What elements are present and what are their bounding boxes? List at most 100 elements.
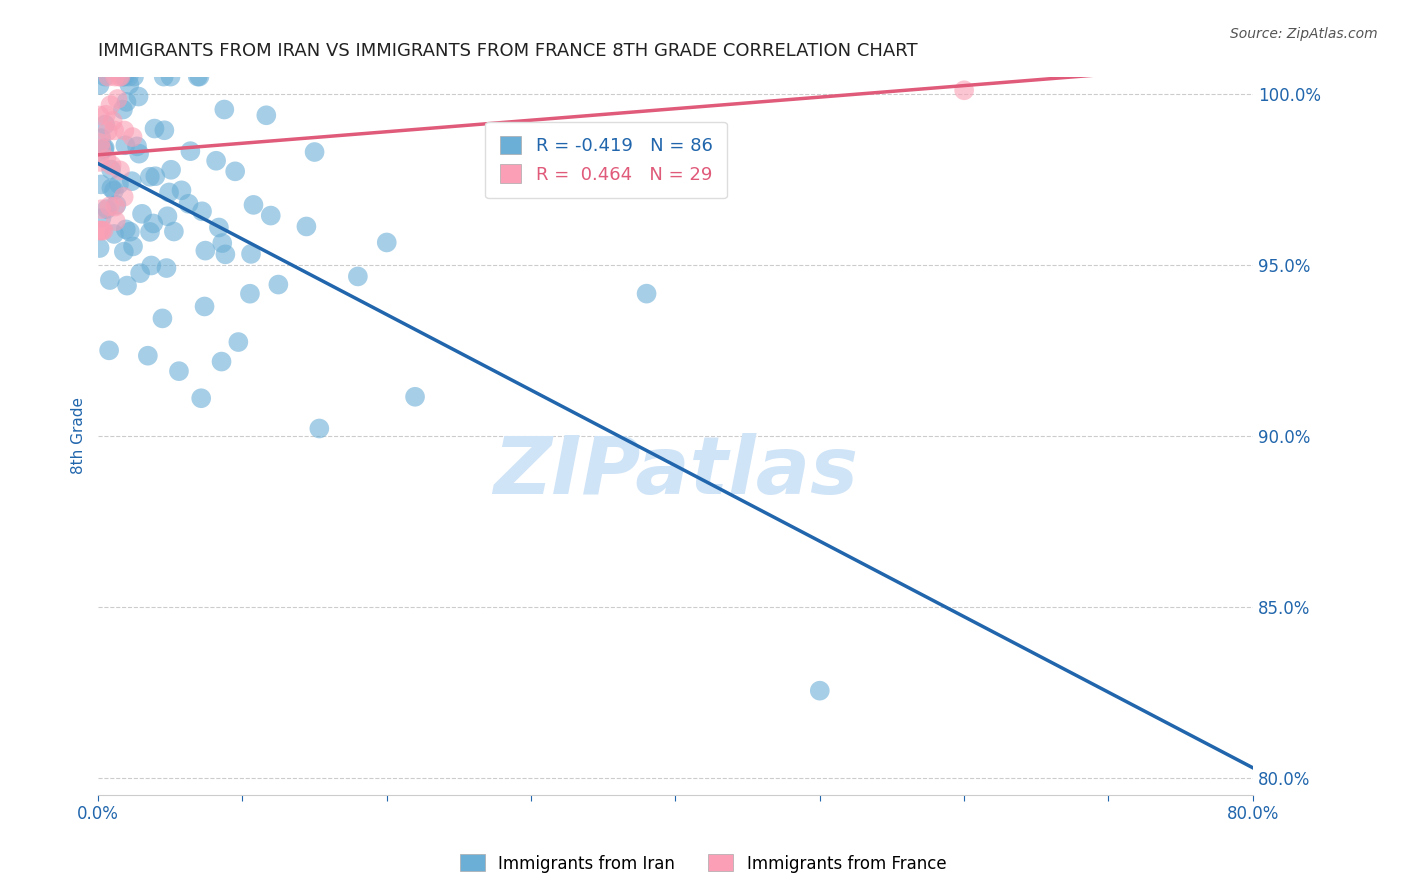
Point [112, 123, 135, 137]
Point [103, 123, 125, 137]
Point [118, 225, 141, 239]
Point [187, 70, 209, 84]
Point [242, 198, 264, 212]
Point [93, 141, 115, 155]
Point [101, 114, 124, 128]
Point [404, 390, 426, 404]
Point [93, 142, 115, 156]
Point [90, 223, 112, 237]
Point [808, 683, 831, 698]
Point [103, 184, 125, 198]
Point [188, 70, 211, 84]
Point [100, 162, 122, 177]
Point [94, 118, 117, 132]
Point [100, 98, 122, 112]
Point [93, 223, 115, 237]
Point [97, 70, 120, 84]
Legend: R = -0.419   N = 86, R =  0.464   N = 29: R = -0.419 N = 86, R = 0.464 N = 29 [485, 121, 727, 198]
Point [156, 209, 179, 223]
Point [90, 131, 112, 145]
Text: Source: ZipAtlas.com: Source: ZipAtlas.com [1230, 27, 1378, 41]
Point [131, 207, 153, 221]
Point [90, 178, 112, 192]
Point [208, 220, 231, 235]
Point [90, 223, 112, 237]
Point [228, 334, 250, 349]
Point [108, 70, 131, 84]
Point [179, 144, 201, 158]
Point [121, 130, 143, 145]
Point [239, 286, 262, 301]
Y-axis label: 8th Grade: 8th Grade [72, 397, 86, 475]
Point [375, 235, 398, 250]
Text: ZIPatlas: ZIPatlas [494, 433, 858, 511]
Point [170, 183, 193, 197]
Point [157, 186, 180, 200]
Point [308, 421, 330, 435]
Point [240, 247, 263, 261]
Point [214, 103, 236, 117]
Point [153, 123, 176, 137]
Point [122, 239, 145, 253]
Point [118, 78, 141, 92]
Point [193, 300, 215, 314]
Point [347, 269, 370, 284]
Point [139, 225, 162, 239]
Point [98, 199, 121, 213]
Point [155, 260, 177, 275]
Point [214, 247, 236, 261]
Point [104, 214, 127, 228]
Point [112, 70, 135, 84]
Point [211, 354, 233, 368]
Point [114, 138, 136, 153]
Point [112, 244, 135, 259]
Point [953, 83, 976, 97]
Point [160, 162, 183, 177]
Point [128, 89, 150, 103]
Point [89, 241, 111, 255]
Point [90, 202, 112, 217]
Point [112, 70, 135, 84]
Point [191, 204, 214, 219]
Point [128, 146, 150, 161]
Legend: Immigrants from Iran, Immigrants from France: Immigrants from Iran, Immigrants from Fr… [453, 847, 953, 880]
Point [636, 286, 658, 301]
Point [90, 145, 112, 159]
Point [205, 153, 228, 168]
Point [89, 78, 111, 92]
Point [121, 174, 143, 188]
Point [190, 391, 212, 405]
Point [105, 198, 128, 212]
Point [129, 266, 152, 280]
Point [114, 222, 136, 236]
Point [115, 95, 138, 109]
Point [90, 211, 112, 225]
Point [194, 244, 217, 258]
Point [139, 169, 162, 184]
Point [159, 70, 181, 84]
Point [224, 164, 246, 178]
Point [122, 70, 145, 84]
Point [108, 163, 131, 178]
Point [143, 169, 166, 184]
Point [89, 155, 111, 169]
Point [254, 108, 277, 122]
Point [107, 92, 129, 106]
Point [89, 223, 111, 237]
Point [94, 70, 117, 84]
Point [98, 273, 121, 287]
Point [152, 311, 174, 326]
Point [89, 109, 111, 123]
Point [96, 153, 118, 167]
Point [167, 364, 190, 378]
Point [97, 124, 120, 138]
Point [125, 139, 148, 153]
Point [163, 225, 186, 239]
Point [304, 145, 326, 159]
Point [267, 277, 290, 292]
Point [142, 217, 165, 231]
Point [141, 259, 163, 273]
Point [115, 278, 138, 293]
Point [98, 343, 121, 358]
Point [100, 181, 122, 195]
